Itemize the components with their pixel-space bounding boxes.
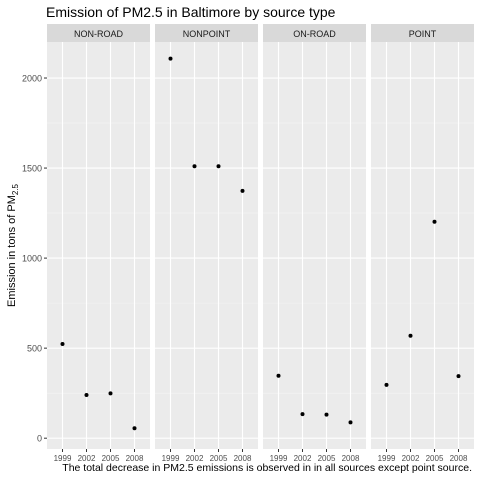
data-point — [276, 373, 281, 378]
x-tick-label: 2008 — [234, 454, 252, 463]
facet-strip — [263, 24, 366, 42]
facet-strip — [371, 24, 474, 42]
data-point — [348, 420, 353, 425]
x-tick-label: 2008 — [342, 454, 360, 463]
facet-panel — [47, 42, 150, 449]
chart-title: Emission of PM2.5 in Baltimore by source… — [46, 4, 336, 20]
facet-panel — [263, 42, 366, 449]
facet-panel — [371, 42, 474, 449]
x-tick-label: 1999 — [162, 454, 180, 463]
x-tick-label: 2002 — [294, 454, 312, 463]
data-point — [84, 392, 89, 397]
facet-strip-label: ON-ROAD — [293, 29, 336, 39]
x-tick-label: 1999 — [54, 454, 72, 463]
data-point — [408, 333, 413, 338]
y-tick-label: 500 — [27, 344, 42, 354]
data-point — [216, 164, 221, 169]
facet-strip-label: POINT — [409, 29, 437, 39]
data-point — [432, 219, 437, 224]
x-tick-label: 2005 — [318, 454, 336, 463]
chart-caption: The total decrease in PM2.5 emissions is… — [62, 462, 472, 474]
data-point — [108, 391, 113, 396]
x-tick-label: 2005 — [426, 454, 444, 463]
x-tick-label: 1999 — [270, 454, 288, 463]
data-point — [240, 188, 245, 193]
x-tick-label: 2008 — [126, 454, 144, 463]
x-tick-label: 1999 — [378, 454, 396, 463]
data-point — [456, 374, 461, 379]
x-tick-label: 2002 — [186, 454, 204, 463]
data-point — [324, 412, 329, 417]
data-point — [192, 164, 197, 169]
y-tick-label: 1500 — [22, 164, 42, 174]
y-tick-label: 0 — [37, 434, 42, 444]
data-point — [132, 426, 137, 431]
facet-strip-label: NONPOINT — [183, 29, 231, 39]
x-tick-label: 2002 — [78, 454, 96, 463]
y-tick-label: 2000 — [22, 74, 42, 84]
data-point — [384, 382, 389, 387]
y-tick-label: 1000 — [22, 254, 42, 264]
x-tick-label: 2002 — [402, 454, 420, 463]
facet-strip-label: NON-ROAD — [74, 29, 123, 39]
facet-panel — [155, 42, 258, 449]
data-point — [300, 412, 305, 417]
x-tick-label: 2005 — [210, 454, 228, 463]
x-tick-label: 2008 — [450, 454, 468, 463]
facet-strip — [155, 24, 258, 42]
data-point — [168, 56, 173, 61]
y-axis-label: Emission in tons of PM2.5 — [6, 183, 20, 307]
x-tick-label: 2005 — [102, 454, 120, 463]
data-point — [60, 342, 65, 347]
facet-strip — [47, 24, 150, 42]
